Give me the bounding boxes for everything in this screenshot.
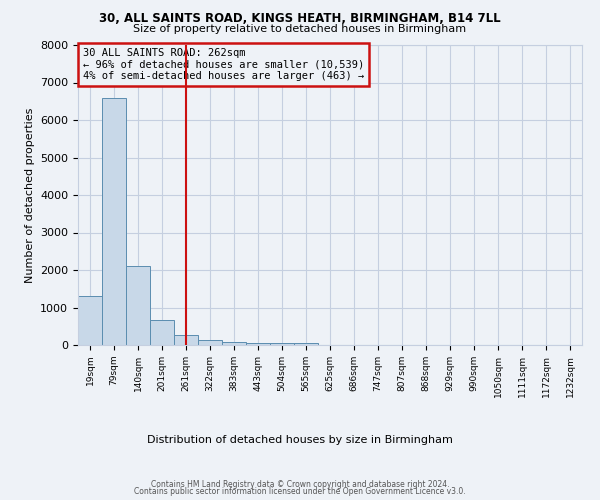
- Bar: [270, 343, 294, 345]
- Bar: [150, 320, 174, 345]
- Text: Contains public sector information licensed under the Open Government Licence v3: Contains public sector information licen…: [134, 488, 466, 496]
- Bar: [102, 98, 126, 345]
- Bar: [294, 343, 318, 345]
- Bar: [126, 266, 150, 345]
- Bar: [246, 343, 270, 345]
- Text: Distribution of detached houses by size in Birmingham: Distribution of detached houses by size …: [147, 435, 453, 445]
- Text: Contains HM Land Registry data © Crown copyright and database right 2024.: Contains HM Land Registry data © Crown c…: [151, 480, 449, 489]
- Y-axis label: Number of detached properties: Number of detached properties: [25, 108, 35, 282]
- Text: 30 ALL SAINTS ROAD: 262sqm
← 96% of detached houses are smaller (10,539)
4% of s: 30 ALL SAINTS ROAD: 262sqm ← 96% of deta…: [83, 48, 364, 81]
- Text: Size of property relative to detached houses in Birmingham: Size of property relative to detached ho…: [133, 24, 467, 34]
- Bar: [174, 335, 198, 345]
- Text: 30, ALL SAINTS ROAD, KINGS HEATH, BIRMINGHAM, B14 7LL: 30, ALL SAINTS ROAD, KINGS HEATH, BIRMIN…: [99, 12, 501, 26]
- Bar: [198, 340, 222, 345]
- Bar: [78, 296, 102, 345]
- Bar: [222, 342, 246, 345]
